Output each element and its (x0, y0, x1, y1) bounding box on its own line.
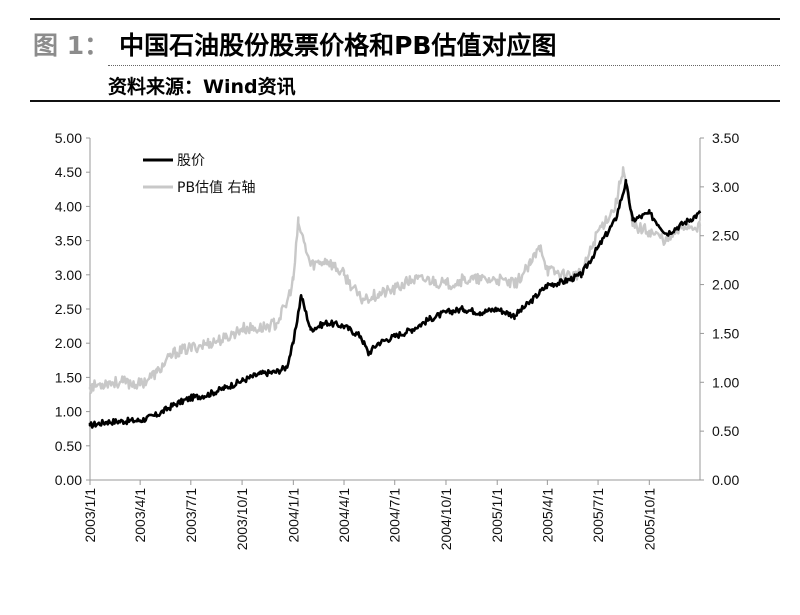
y-right-tick-label: 1.50 (712, 325, 739, 341)
figure-number: 图 1： (33, 31, 110, 60)
y-right-tick-label: 0.00 (712, 472, 739, 488)
y-right-tick-label: 2.50 (712, 228, 739, 244)
top-rule (30, 18, 780, 20)
series-line-pb (88, 166, 702, 394)
legend-label: PB估值 右轴 (177, 180, 256, 196)
bottom-rule (30, 100, 780, 102)
y-left-tick-label: 2.00 (55, 335, 82, 351)
y-left-tick-label: 1.00 (55, 404, 82, 420)
legend-label: 股价 (177, 153, 205, 169)
y-left-tick-label: 2.50 (55, 301, 82, 317)
y-right-tick-label: 3.50 (712, 130, 739, 146)
y-left-tick-label: 5.00 (55, 130, 82, 146)
x-tick-label: 2003/10/1 (234, 488, 250, 550)
y-left-tick-label: 4.00 (55, 198, 82, 214)
x-tick-label: 2003/4/1 (132, 488, 148, 543)
x-tick-label: 2005/1/1 (489, 488, 505, 543)
y-right-tick-label: 0.50 (712, 423, 739, 439)
x-tick-label: 2004/10/1 (438, 488, 454, 550)
series-layer (88, 166, 702, 429)
y-right-tick-label: 1.00 (712, 374, 739, 390)
x-tick-label: 2005/4/1 (539, 488, 555, 543)
x-tick-label: 2004/7/1 (387, 488, 403, 543)
y-left-tick-label: 3.00 (55, 267, 82, 283)
x-tick-label: 2004/4/1 (336, 488, 352, 543)
source-note: 资料来源：Wind资讯 (108, 76, 296, 98)
x-tick-label: 2005/7/1 (590, 488, 606, 543)
x-tick-label: 2003/7/1 (183, 488, 199, 543)
y-left-tick-label: 0.50 (55, 438, 82, 454)
x-tick-label: 2005/10/1 (641, 488, 657, 550)
dotted-divider (108, 65, 780, 66)
y-left-tick-label: 3.50 (55, 233, 82, 249)
y-right-tick-label: 3.00 (712, 179, 739, 195)
series-line-stock-price (88, 178, 702, 429)
x-tick-label: 2003/1/1 (82, 488, 98, 543)
axes: 0.00 0.50 1.00 1.50 2.00 2.50 3.00 3.50 4.00 4.50… (55, 130, 740, 550)
y-left-tick-label: 0.00 (55, 472, 82, 488)
legend: 股价 PB估值 右轴 (143, 153, 256, 196)
chart-title: 图 1： 中国石油股份股票价格和PB估值对应图 (33, 26, 557, 62)
x-tick-label: 2004/1/1 (285, 488, 301, 543)
y-left-tick-label: 4.50 (55, 164, 82, 180)
header: 图 1： 中国石油股份股票价格和PB估值对应图 资料来源：Wind资讯 (0, 0, 800, 110)
y-left-tick-label: 1.50 (55, 369, 82, 385)
y-right-tick-label: 2.00 (712, 277, 739, 293)
title-text: 中国石油股份股票价格和PB估值对应图 (119, 31, 557, 60)
